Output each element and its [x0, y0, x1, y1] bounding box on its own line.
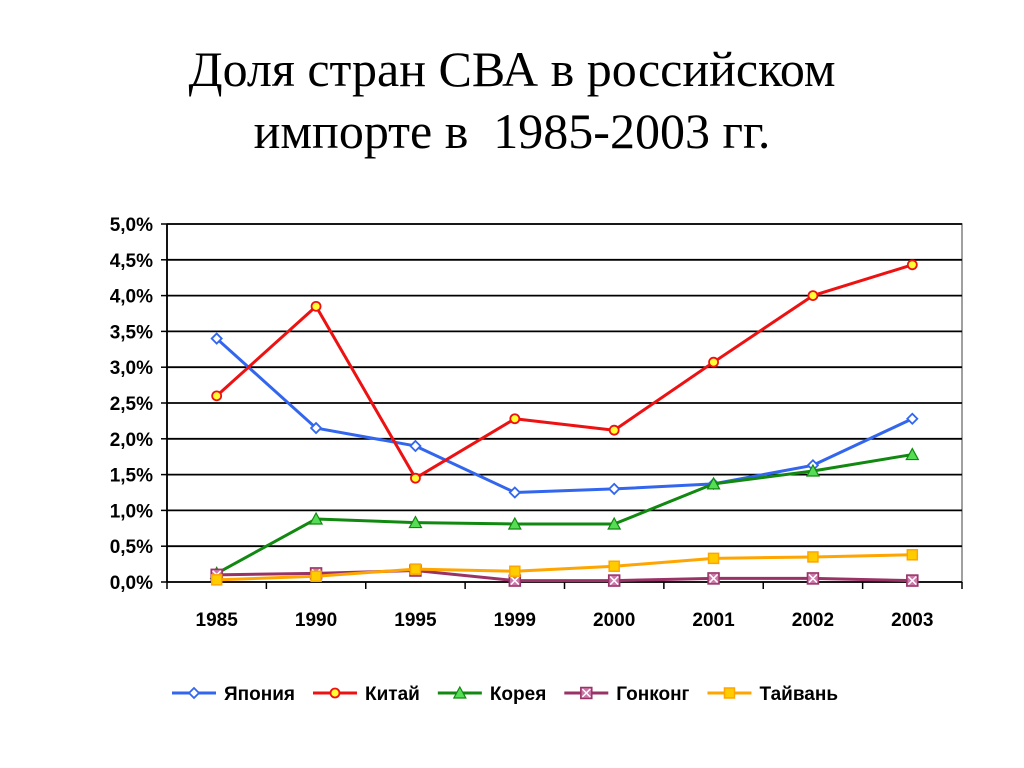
- series-line-1: [215, 263, 913, 480]
- data-point-1-3: [509, 413, 521, 425]
- legend-label-0: Япония: [224, 684, 295, 705]
- data-point-0-7: [906, 412, 919, 426]
- data-point-2-3: [507, 516, 522, 530]
- legend-marker-0: [187, 686, 201, 700]
- y-tick-label: 1,5%: [110, 466, 153, 487]
- data-point-2-4: [607, 516, 622, 530]
- legend-label-1: Китай: [365, 684, 420, 705]
- data-point-4-2: [409, 563, 422, 575]
- data-point-2-2: [408, 515, 423, 529]
- data-point-4-3: [509, 565, 521, 578]
- data-point-1-2: [410, 472, 421, 484]
- series-line-2: [215, 453, 913, 575]
- chart-title-line-1: Доля стран СВА в российском: [188, 41, 836, 97]
- legend-label-3: Гонконг: [616, 684, 689, 705]
- legend-marker-1: [329, 687, 341, 699]
- data-point-1-5: [708, 356, 719, 368]
- x-tick-label: 1985: [196, 610, 239, 631]
- data-point-0-4: [607, 482, 621, 496]
- x-tick-label: 2000: [593, 610, 635, 631]
- legend-marker-4: [723, 687, 736, 699]
- data-point-0-2: [409, 439, 422, 453]
- data-point-4-5: [707, 552, 720, 565]
- y-tick-label: 3,0%: [110, 358, 153, 379]
- series-line-3: [216, 569, 913, 583]
- data-point-1-6: [807, 290, 819, 302]
- data-point-3-7-cross: [907, 576, 917, 586]
- data-point-2-1: [309, 511, 324, 525]
- data-point-4-4: [608, 560, 620, 572]
- x-tick-label: 1999: [494, 610, 536, 631]
- data-point-0-0: [210, 332, 223, 345]
- data-point-2-6: [805, 463, 820, 477]
- y-tick-label: 3,5%: [110, 322, 153, 343]
- series-line-4: [216, 553, 913, 582]
- data-point-1-7: [906, 259, 918, 271]
- legend-marker-3-cross: [581, 688, 591, 698]
- y-tick-label: 0,0%: [110, 573, 153, 594]
- y-tick-label: 4,5%: [110, 251, 153, 272]
- x-tick-label: 2002: [792, 610, 834, 631]
- chart-title-line-2: импорте в 1985-2003 гг.: [253, 103, 771, 159]
- data-point-3-6-cross: [808, 573, 818, 583]
- data-point-1-0: [211, 390, 223, 402]
- y-tick-label: 2,5%: [110, 394, 153, 415]
- y-tick-label: 0,5%: [110, 537, 153, 558]
- data-point-3-3-cross: [510, 576, 520, 586]
- data-point-4-6: [807, 551, 819, 563]
- data-point-2-5: [706, 476, 721, 490]
- data-point-4-7: [906, 549, 919, 561]
- y-tick-label: 1,0%: [110, 501, 153, 522]
- legend-label-4: Тайвань: [759, 684, 838, 705]
- data-point-3-5-cross: [709, 573, 719, 583]
- x-tick-label: 2001: [692, 610, 735, 631]
- data-point-3-4-cross: [609, 576, 619, 586]
- y-tick-label: 4,0%: [110, 287, 153, 308]
- legend-label-2: Корея: [490, 684, 546, 705]
- data-point-0-3: [508, 486, 522, 499]
- data-point-2-7: [905, 447, 920, 461]
- data-point-4-1: [310, 570, 322, 583]
- chart-title: Доля стран СВА в российском импорте в 19…: [0, 38, 1024, 162]
- data-point-4-0: [210, 574, 223, 586]
- legend-marker-2: [452, 685, 467, 699]
- y-tick-label: 5,0%: [110, 215, 153, 236]
- data-point-0-1: [309, 421, 323, 435]
- x-tick-label: 2003: [891, 610, 933, 631]
- x-tick-label: 1990: [295, 610, 337, 631]
- series-line-0: [215, 337, 913, 494]
- data-point-1-4: [608, 424, 620, 436]
- y-tick-label: 2,0%: [110, 430, 153, 451]
- data-point-1-1: [310, 300, 322, 312]
- x-tick-label: 1995: [394, 610, 437, 631]
